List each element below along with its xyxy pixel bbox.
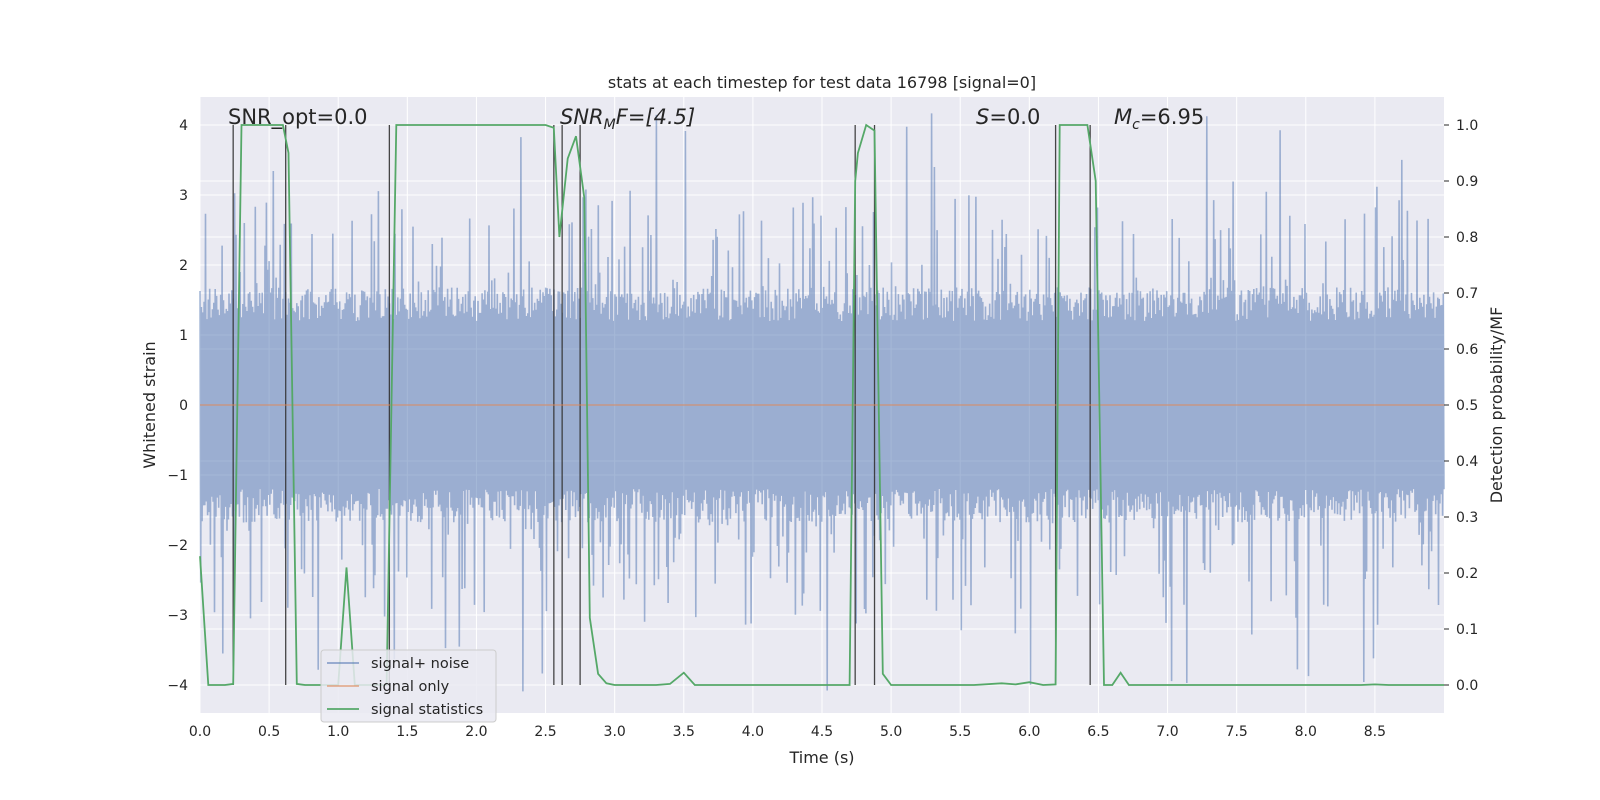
x-tick-label: 8.5 xyxy=(1364,724,1386,740)
y-tick-labels: −4 −3 −2 −1 0 1 2 3 4 xyxy=(167,118,188,694)
x-tick-label: 8.0 xyxy=(1295,724,1317,740)
s-annotation: S=0.0 xyxy=(976,105,1040,129)
y-tick-label: −4 xyxy=(167,678,188,694)
right-y-tick-label: 0.1 xyxy=(1456,622,1478,638)
x-tick-label: 3.0 xyxy=(604,724,626,740)
x-tick-label: 7.5 xyxy=(1226,724,1248,740)
y-tick-label: 0 xyxy=(179,398,188,414)
y-tick-label: −2 xyxy=(167,538,188,554)
right-y-tick-label: 0.0 xyxy=(1456,678,1478,694)
right-y-tick-label: 1.0 xyxy=(1456,118,1478,134)
x-tick-label: 4.5 xyxy=(811,724,833,740)
signal-noise-line xyxy=(199,113,1445,692)
y-tick-label: 2 xyxy=(179,258,188,274)
x-tick-label: 5.0 xyxy=(880,724,902,740)
mc-sub: c xyxy=(1132,117,1140,133)
right-y-tick-label: 0.5 xyxy=(1456,398,1478,414)
right-y-tick-label: 0.8 xyxy=(1456,230,1478,246)
x-tick-label: 0.0 xyxy=(189,724,211,740)
right-y-tick-label: 0.7 xyxy=(1456,286,1478,302)
snr-mf-tail: F=[4.5] xyxy=(616,105,695,129)
right-y-tick-label: 0.6 xyxy=(1456,342,1478,358)
legend-box xyxy=(320,649,497,723)
x-tick-label: 0.5 xyxy=(258,724,280,740)
legend: signal+ noise signal only signal statist… xyxy=(320,649,497,723)
x-tick-label: 7.0 xyxy=(1156,724,1178,740)
snr-mf-sub: M xyxy=(604,117,616,133)
snr-mf-annotation: SNRMF=[4.5] xyxy=(560,105,695,133)
right-y-tick-labels: 0.0 0.1 0.2 0.3 0.4 0.5 0.6 0.7 0.8 0.9 1.0 xyxy=(1444,118,1478,694)
mc-annotation: Mc=6.95 xyxy=(1114,105,1204,133)
chart-title: stats at each timestep for test data 167… xyxy=(608,73,1036,92)
y-axis-label: Whitened strain xyxy=(140,341,159,468)
y-tick-label: 1 xyxy=(179,328,188,344)
x-tick-label: 6.5 xyxy=(1087,724,1109,740)
legend-label-signal-only: signal only xyxy=(371,679,450,695)
mc-main: M xyxy=(1114,105,1132,129)
x-tick-label: 2.0 xyxy=(465,724,487,740)
x-tick-label: 4.0 xyxy=(742,724,764,740)
y-tick-label: −1 xyxy=(167,468,188,484)
y-tick-label: −3 xyxy=(167,608,188,624)
x-tick-label: 5.5 xyxy=(949,724,971,740)
mc-tail: =6.95 xyxy=(1140,105,1204,129)
x-axis-label: Time (s) xyxy=(788,748,854,767)
s-main: S xyxy=(976,105,989,129)
snr-mf-main: SNR xyxy=(560,105,604,129)
right-y-tick-label: 0.3 xyxy=(1456,510,1478,526)
x-tick-label: 1.0 xyxy=(327,724,349,740)
x-tick-label: 3.5 xyxy=(673,724,695,740)
legend-label-signal-statistics: signal statistics xyxy=(371,702,483,718)
y-tick-label: 3 xyxy=(179,188,188,204)
right-y-tick-label: 0.2 xyxy=(1456,566,1478,582)
right-y-tick-label: 0.9 xyxy=(1456,174,1478,190)
right-y-tick-label: 0.4 xyxy=(1456,454,1478,470)
x-tick-label: 1.5 xyxy=(396,724,418,740)
y-tick-label: 4 xyxy=(179,118,188,134)
x-tick-label: 2.5 xyxy=(534,724,556,740)
legend-label-signal-noise: signal+ noise xyxy=(371,656,469,672)
snr-opt-annotation: SNR_opt=0.0 xyxy=(228,105,368,130)
right-y-axis-label: Detection probability/MF xyxy=(1487,307,1506,504)
s-tail: =0.0 xyxy=(989,105,1040,129)
signal-noise-series xyxy=(199,113,1445,692)
x-tick-label: 6.0 xyxy=(1018,724,1040,740)
x-tick-labels: 0.0 0.5 1.0 1.5 2.0 2.5 3.0 3.5 4.0 4.5 5.0 5.5 6.0 6… xyxy=(189,724,1386,740)
